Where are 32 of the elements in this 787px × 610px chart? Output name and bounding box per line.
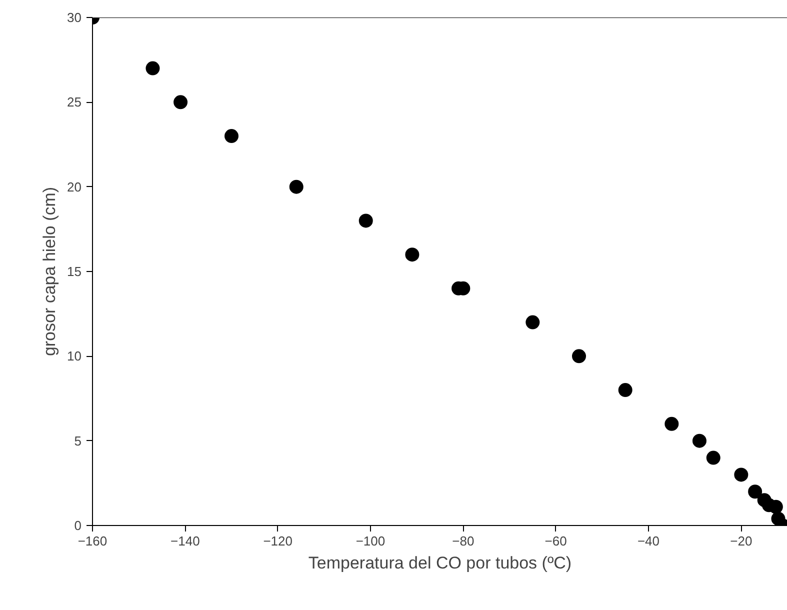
y-tick-label: 15 <box>67 264 82 279</box>
point <box>572 349 586 364</box>
x-tick-label: −80 <box>452 534 474 548</box>
y-tick-label: 20 <box>67 179 82 194</box>
point <box>358 214 373 228</box>
x-tick-label: −160 <box>78 534 108 548</box>
point <box>692 434 706 448</box>
point <box>174 95 188 110</box>
point <box>664 416 679 431</box>
point <box>526 315 540 330</box>
point <box>289 180 304 194</box>
y-axis-title: grosor capa hielo (cm) <box>40 186 60 356</box>
point <box>405 248 420 262</box>
point <box>618 383 632 398</box>
x-tick-label: −100 <box>356 534 386 548</box>
x-tick-label: −40 <box>637 534 660 548</box>
y-tick-label: 10 <box>67 348 82 364</box>
point <box>734 468 748 482</box>
point <box>224 129 238 144</box>
point <box>748 484 762 499</box>
x-tick-label: −120 <box>263 534 292 548</box>
x-tick-label: −60 <box>544 534 567 548</box>
y-tick-label: 0 <box>74 518 82 533</box>
point <box>768 500 783 514</box>
point <box>146 61 160 76</box>
x-tick-label: −140 <box>170 534 200 548</box>
y-tick-label: 5 <box>74 433 82 448</box>
x-axis-title: Temperatura del CO por tubos (ºC) <box>308 554 572 572</box>
y-tick-label: 30 <box>67 10 82 25</box>
x-tick-label: −20 <box>730 534 752 548</box>
point <box>706 450 720 465</box>
y-tick-label: 25 <box>67 94 82 110</box>
